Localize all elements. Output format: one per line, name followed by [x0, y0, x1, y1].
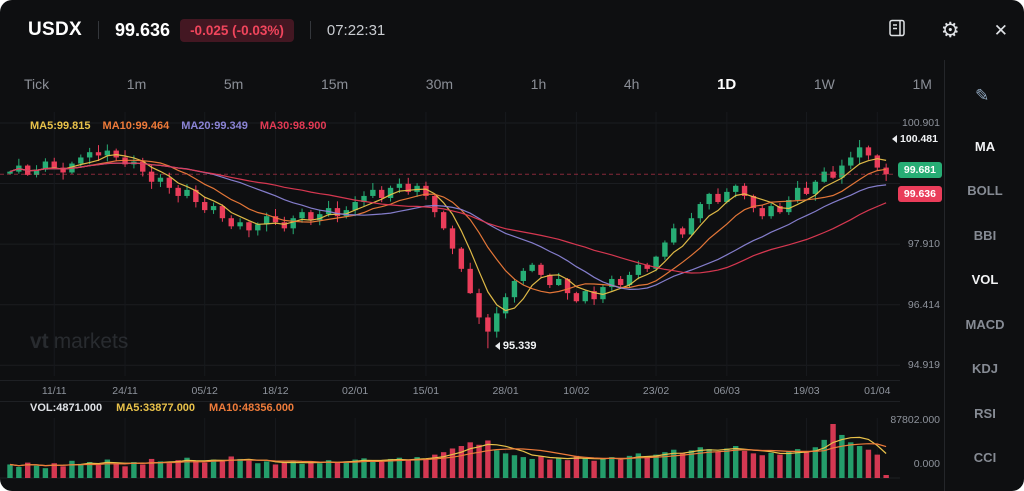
indicator-cci[interactable]: CCI — [973, 450, 997, 466]
ma-legend-item: MA10:99.464 — [102, 120, 170, 132]
indicator-vol[interactable]: VOL — [971, 272, 999, 288]
price-axis-label: 100.901 — [902, 117, 940, 129]
timeframe-tab-1d[interactable]: 1D — [717, 75, 737, 93]
header-icons: ⚙ ✕ — [887, 0, 1008, 60]
timeframe-tab-1m[interactable]: 1m — [126, 76, 147, 92]
session-high-marker: 100.481 — [892, 133, 938, 145]
price-axis-label: 96.414 — [907, 298, 940, 311]
ma-legend-item: MA30:98.900 — [259, 120, 327, 132]
volume-legend-item: VOL:4871.000 — [30, 402, 103, 414]
server-time: 07:22:31 — [326, 21, 386, 39]
draw-tools-icon[interactable]: ✎ — [975, 86, 990, 105]
price-axis-label: 94.919 — [907, 359, 940, 372]
settings-icon[interactable]: ⚙ — [940, 18, 960, 42]
journal-icon[interactable] — [887, 18, 907, 42]
divider — [309, 21, 311, 39]
volume-legend: VOL:4871.000 MA5:33877.000 MA10:48356.000 — [30, 402, 294, 414]
timeframe-tab-15m[interactable]: 15m — [320, 76, 349, 92]
indicator-bbi[interactable]: BBI — [973, 227, 997, 243]
date-label: 06/03 — [713, 385, 740, 397]
last-price: 99.636 — [115, 19, 171, 40]
timeframe-tab-1h[interactable]: 1h — [530, 76, 547, 92]
ma-legend-item: MA20:99.349 — [181, 120, 248, 132]
timeframe-tab-4h[interactable]: 4h — [623, 76, 640, 92]
volume-axis-min: 0.000 — [913, 458, 940, 470]
last-price-badge: 99.636 — [897, 186, 942, 203]
volume-legend-item: MA10:48356.000 — [209, 402, 295, 414]
symbol-title: USDX — [28, 19, 82, 40]
indicator-ma[interactable]: MA — [974, 138, 996, 154]
price-axis: 100.481 99.681 99.636 87802.000 0.000 10… — [886, 0, 944, 491]
low-price-value: 95.339 — [502, 340, 537, 353]
timeframe-tab-5m[interactable]: 5m — [223, 76, 244, 92]
date-label: 23/02 — [642, 385, 670, 397]
timeframe-tab-1m[interactable]: 1M — [912, 76, 932, 92]
header: USDX 99.636 -0.025 (-0.03%) 07:22:31 ⚙ ✕ — [0, 0, 1024, 60]
ma-legend-item: MA5:99.815 — [30, 120, 91, 132]
brand-watermark-rest: markets — [53, 330, 129, 353]
price-change-badge: -0.025 (-0.03%) — [180, 18, 294, 42]
low-price-annotation: 95.339 — [494, 340, 537, 353]
date-label: 28/01 — [492, 385, 519, 397]
timeframe-tab-30m[interactable]: 30m — [425, 76, 454, 92]
timeframe-tabs: Tick 1m 5m 15m 30m 1h 4h 1D 1W 1M — [24, 60, 932, 108]
arrow-left-icon — [494, 342, 500, 351]
close-icon[interactable]: ✕ — [993, 20, 1008, 40]
date-label: 10/02 — [563, 385, 590, 397]
volume-chart[interactable] — [0, 418, 900, 480]
date-label: 01/04 — [864, 385, 891, 397]
date-label: 02/01 — [342, 385, 369, 397]
price-axis-label: 97.910 — [907, 238, 940, 251]
date-label: 11/11 — [41, 385, 67, 397]
date-label: 18/12 — [262, 385, 289, 397]
date-label: 15/01 — [412, 385, 440, 397]
volume-legend-item: MA5:33877.000 — [116, 402, 196, 414]
indicator-sidebar: MA BOLL BBI VOL MACD KDJ RSI CCI — [944, 60, 1024, 491]
bid-price-badge: 99.681 — [897, 162, 942, 179]
date-label: 19/03 — [793, 385, 820, 397]
timeframe-tab-1w[interactable]: 1W — [813, 76, 835, 92]
date-label: 24/11 — [112, 385, 138, 397]
date-axis: 11/11 24/11 05/12 18/12 02/01 15/01 28/01 10/02… — [0, 380, 900, 402]
ma-legend: MA5:99.815 MA10:99.464 MA20:99.349 MA30:98.… — [30, 120, 327, 132]
timeframe-tab-tick[interactable]: Tick — [24, 76, 50, 92]
brand-watermark: vt markets — [30, 330, 128, 354]
indicator-list: MA BOLL BBI VOL MACD KDJ RSI CCI — [945, 124, 1024, 480]
brand-watermark-bold: vt — [30, 330, 49, 353]
volume-axis-max: 87802.000 — [890, 414, 940, 426]
indicator-rsi[interactable]: RSI — [974, 405, 996, 421]
indicator-boll[interactable]: BOLL — [967, 183, 1003, 199]
divider — [98, 21, 99, 39]
indicator-kdj[interactable]: KDJ — [971, 361, 998, 377]
session-high-value: 100.481 — [900, 133, 938, 145]
candlestick-chart[interactable] — [0, 108, 900, 380]
arrow-left-icon — [892, 135, 898, 143]
date-label: 05/12 — [191, 385, 218, 397]
indicator-macd[interactable]: MACD — [965, 316, 1005, 332]
